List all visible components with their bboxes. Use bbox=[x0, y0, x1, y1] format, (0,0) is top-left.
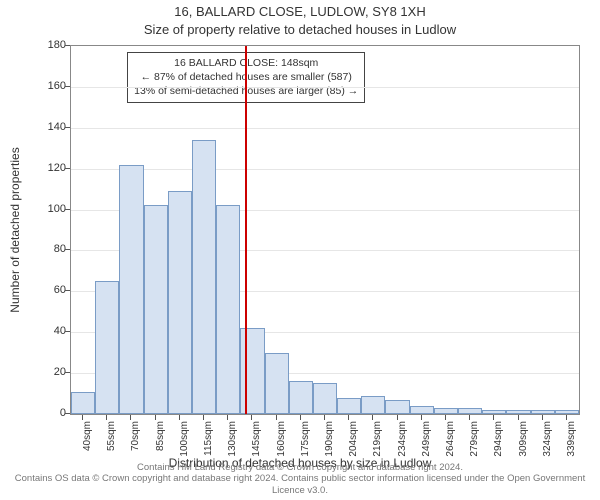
x-tick-label: 100sqm bbox=[179, 421, 190, 461]
y-axis-label: Number of detached properties bbox=[8, 147, 22, 312]
y-tick-label: 20 bbox=[36, 366, 66, 378]
histogram-bar bbox=[289, 381, 313, 414]
histogram-bar bbox=[240, 328, 264, 414]
y-tick-mark bbox=[65, 45, 70, 46]
y-tick-label: 120 bbox=[36, 162, 66, 174]
y-tick-mark bbox=[65, 209, 70, 210]
x-tick-mark bbox=[300, 415, 301, 420]
x-tick-mark bbox=[542, 415, 543, 420]
y-tick-label: 0 bbox=[36, 407, 66, 419]
y-tick-label: 140 bbox=[36, 121, 66, 133]
x-tick-mark bbox=[493, 415, 494, 420]
histogram-bar bbox=[458, 408, 482, 414]
x-tick-mark bbox=[469, 415, 470, 420]
y-tick-mark bbox=[65, 290, 70, 291]
histogram-bar bbox=[531, 410, 555, 414]
x-tick-mark bbox=[421, 415, 422, 420]
histogram-bar bbox=[555, 410, 579, 414]
histogram-bar bbox=[216, 205, 240, 414]
histogram-bar bbox=[361, 396, 385, 414]
x-tick-mark bbox=[566, 415, 567, 420]
histogram-bar bbox=[192, 140, 216, 414]
x-tick-label: 324sqm bbox=[542, 421, 553, 461]
x-tick-label: 204sqm bbox=[348, 421, 359, 461]
x-tick-mark bbox=[397, 415, 398, 420]
y-tick-label: 100 bbox=[36, 203, 66, 215]
histogram-bar bbox=[168, 191, 192, 414]
x-tick-mark bbox=[82, 415, 83, 420]
histogram-bar bbox=[265, 353, 289, 414]
x-tick-mark bbox=[130, 415, 131, 420]
x-tick-label: 130sqm bbox=[227, 421, 238, 461]
x-tick-label: 40sqm bbox=[82, 421, 93, 461]
y-tick-label: 40 bbox=[36, 325, 66, 337]
x-tick-label: 249sqm bbox=[421, 421, 432, 461]
x-tick-label: 115sqm bbox=[203, 421, 214, 461]
gridline bbox=[71, 128, 579, 129]
x-tick-mark bbox=[106, 415, 107, 420]
x-tick-label: 279sqm bbox=[469, 421, 480, 461]
histogram-bar bbox=[385, 400, 409, 414]
histogram-bar bbox=[482, 410, 506, 414]
y-tick-label: 160 bbox=[36, 80, 66, 92]
y-tick-label: 60 bbox=[36, 284, 66, 296]
x-tick-label: 219sqm bbox=[372, 421, 383, 461]
attribution-footer: Contains HM Land Registry data © Crown c… bbox=[0, 462, 600, 496]
x-tick-mark bbox=[155, 415, 156, 420]
x-tick-label: 70sqm bbox=[130, 421, 141, 461]
x-tick-label: 55sqm bbox=[106, 421, 117, 461]
x-tick-label: 264sqm bbox=[445, 421, 456, 461]
y-tick-mark bbox=[65, 331, 70, 332]
x-tick-label: 294sqm bbox=[493, 421, 504, 461]
x-tick-label: 234sqm bbox=[397, 421, 408, 461]
x-tick-label: 85sqm bbox=[155, 421, 166, 461]
x-tick-mark bbox=[348, 415, 349, 420]
gridline bbox=[71, 169, 579, 170]
y-tick-label: 80 bbox=[36, 243, 66, 255]
page-title-subtitle: Size of property relative to detached ho… bbox=[0, 22, 600, 37]
page-title-address: 16, BALLARD CLOSE, LUDLOW, SY8 1XH bbox=[0, 4, 600, 19]
x-tick-label: 145sqm bbox=[251, 421, 262, 461]
y-tick-mark bbox=[65, 249, 70, 250]
x-tick-mark bbox=[203, 415, 204, 420]
x-tick-label: 190sqm bbox=[324, 421, 335, 461]
histogram-bar bbox=[119, 165, 143, 414]
histogram-bar bbox=[95, 281, 119, 414]
histogram-bar bbox=[313, 383, 337, 414]
footer-line1: Contains HM Land Registry data © Crown c… bbox=[137, 462, 463, 473]
x-tick-mark bbox=[518, 415, 519, 420]
histogram-bar bbox=[410, 406, 434, 414]
x-tick-mark bbox=[445, 415, 446, 420]
x-tick-mark bbox=[276, 415, 277, 420]
x-tick-mark bbox=[251, 415, 252, 420]
x-tick-mark bbox=[324, 415, 325, 420]
x-tick-label: 309sqm bbox=[518, 421, 529, 461]
footer-line2: Contains OS data © Crown copyright and d… bbox=[15, 473, 585, 495]
subject-marker-line bbox=[245, 46, 247, 414]
x-tick-mark bbox=[179, 415, 180, 420]
x-tick-mark bbox=[227, 415, 228, 420]
histogram-bar bbox=[506, 410, 530, 414]
y-tick-mark bbox=[65, 413, 70, 414]
histogram-bar bbox=[144, 205, 168, 414]
histogram-plot: 16 BALLARD CLOSE: 148sqm ← 87% of detach… bbox=[70, 45, 580, 415]
y-tick-mark bbox=[65, 127, 70, 128]
histogram-bar bbox=[337, 398, 361, 414]
histogram-bar bbox=[434, 408, 458, 414]
y-tick-mark bbox=[65, 86, 70, 87]
histogram-bar bbox=[71, 392, 95, 414]
x-tick-mark bbox=[372, 415, 373, 420]
y-tick-label: 180 bbox=[36, 39, 66, 51]
x-tick-label: 160sqm bbox=[276, 421, 287, 461]
y-tick-mark bbox=[65, 372, 70, 373]
y-tick-mark bbox=[65, 168, 70, 169]
x-tick-label: 339sqm bbox=[566, 421, 577, 461]
x-tick-label: 175sqm bbox=[300, 421, 311, 461]
gridline bbox=[71, 87, 579, 88]
